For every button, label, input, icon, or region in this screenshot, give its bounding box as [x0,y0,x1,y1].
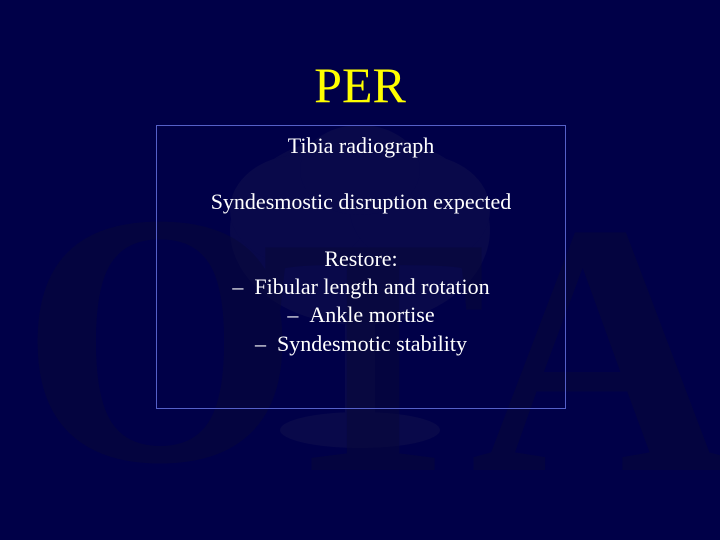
content-box: Tibia radiograph Syndesmostic disruption… [156,125,566,409]
bullet-item: – Fibular length and rotation [157,273,565,302]
bullet-text: Fibular length and rotation [254,274,489,299]
bullet-item: – Syndesmotic stability [157,330,565,359]
bullet-text: Ankle mortise [309,302,434,327]
line-tibia: Tibia radiograph [157,132,565,160]
bullet-dash-icon: – [287,302,298,327]
bullet-dash-icon: – [255,331,266,356]
slide-title: PER [0,56,720,114]
line-syndesmostic: Syndesmostic disruption expected [157,188,565,216]
bullet-text: Syndesmotic stability [277,331,467,356]
bullet-item: – Ankle mortise [157,301,565,330]
restore-heading: Restore: [157,245,565,273]
slide: PER Tibia radiograph Syndesmostic disrup… [0,0,720,540]
bullet-dash-icon: – [232,274,243,299]
